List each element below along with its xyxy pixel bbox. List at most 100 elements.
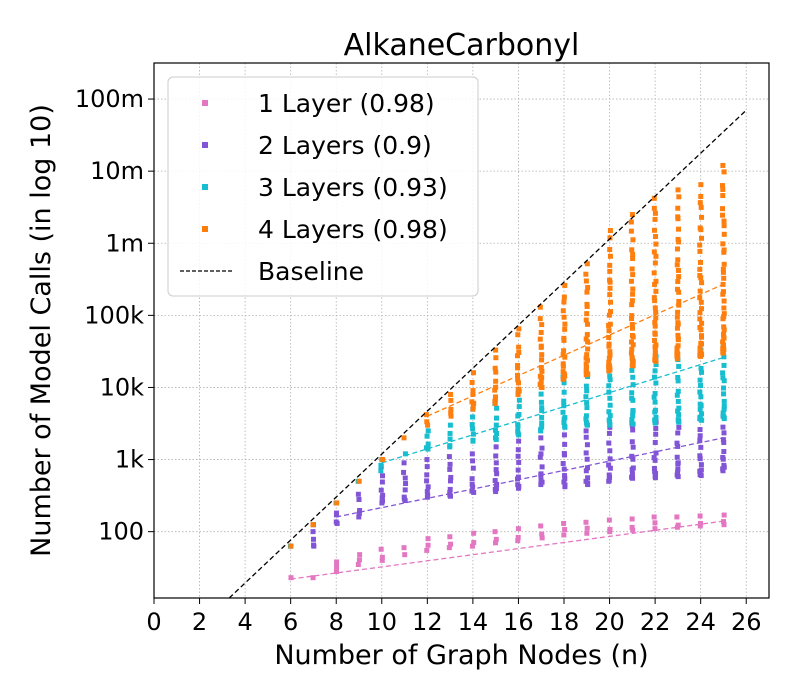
data-point <box>675 214 681 220</box>
data-point <box>448 391 454 397</box>
data-point <box>676 298 682 304</box>
chart-title: AlkaneCarbonyl <box>344 28 580 63</box>
data-point <box>585 346 591 352</box>
data-point <box>720 266 726 272</box>
trend-line <box>290 520 724 580</box>
data-point <box>357 552 363 558</box>
data-point <box>653 309 659 315</box>
data-point <box>516 386 522 392</box>
data-point <box>583 450 589 456</box>
data-point <box>562 326 568 332</box>
data-point <box>630 465 636 471</box>
data-point <box>698 394 704 400</box>
data-point <box>721 430 727 436</box>
data-point <box>492 478 498 484</box>
data-point <box>697 427 703 433</box>
data-point <box>630 252 636 258</box>
data-point <box>607 395 613 401</box>
plot-data <box>228 109 747 598</box>
data-point <box>584 261 590 267</box>
data-point <box>720 339 726 345</box>
data-point <box>674 286 680 292</box>
data-point <box>423 445 429 451</box>
data-point <box>447 466 453 472</box>
data-point <box>470 391 476 397</box>
data-point <box>515 447 521 453</box>
data-point <box>720 437 726 443</box>
data-point <box>607 321 613 327</box>
data-point <box>606 362 612 368</box>
data-point <box>470 414 476 420</box>
data-point <box>516 459 522 465</box>
data-point <box>653 431 659 437</box>
data-point <box>652 298 658 304</box>
data-point <box>697 414 703 420</box>
data-point <box>584 456 590 462</box>
data-point <box>721 406 727 412</box>
data-point <box>607 352 613 358</box>
data-point <box>402 475 408 481</box>
data-point <box>561 294 567 300</box>
data-point <box>515 534 521 540</box>
data-point <box>674 454 680 460</box>
data-point <box>584 442 590 448</box>
data-point <box>425 542 431 548</box>
data-point <box>652 417 658 423</box>
data-point <box>493 453 499 459</box>
data-point <box>697 266 703 272</box>
data-point <box>629 313 635 319</box>
data-point <box>515 422 521 428</box>
data-point <box>697 324 703 330</box>
data-point <box>628 228 634 234</box>
data-point <box>676 405 682 411</box>
data-point <box>585 339 591 345</box>
data-point <box>697 523 703 529</box>
data-point <box>720 413 726 419</box>
legend-label: 4 Layers (0.98) <box>258 215 448 244</box>
data-point <box>721 275 727 281</box>
data-point <box>379 473 385 479</box>
data-point <box>720 206 726 212</box>
data-point <box>425 484 431 490</box>
data-point <box>606 334 612 340</box>
data-point <box>583 361 589 367</box>
data-point <box>539 531 545 537</box>
data-point <box>720 193 726 199</box>
data-point <box>721 354 727 360</box>
data-point <box>470 465 476 471</box>
data-point <box>720 241 726 247</box>
data-point <box>720 186 726 192</box>
data-point <box>355 562 361 568</box>
data-point <box>539 407 545 413</box>
data-point <box>697 456 703 462</box>
data-point <box>469 488 475 494</box>
data-point <box>379 557 385 563</box>
y-tick-label: 10k <box>100 373 145 401</box>
data-point <box>721 342 727 348</box>
axes: 0 2 4 6 8 10 12 14 16 18 20 22 24 261001k10k100k1m10m… <box>75 85 762 636</box>
data-point <box>721 512 727 518</box>
data-point <box>629 266 635 272</box>
data-point <box>539 424 545 430</box>
data-point <box>720 424 726 430</box>
data-point <box>653 414 659 420</box>
data-point <box>697 200 703 206</box>
data-point <box>402 451 408 457</box>
data-point <box>606 409 612 415</box>
data-point <box>653 278 659 284</box>
data-point <box>607 413 613 419</box>
data-point <box>651 205 657 211</box>
data-point <box>583 478 589 484</box>
data-point <box>493 355 499 361</box>
data-point <box>516 411 522 417</box>
y-tick-label: 1k <box>115 446 144 474</box>
data-point <box>674 325 680 331</box>
data-point <box>356 514 362 520</box>
data-point <box>469 451 475 457</box>
data-point <box>721 261 727 267</box>
data-point <box>562 282 568 288</box>
data-point <box>583 434 589 440</box>
data-point <box>401 545 407 551</box>
x-tick-label: 22 <box>640 608 671 636</box>
data-point <box>720 183 726 189</box>
